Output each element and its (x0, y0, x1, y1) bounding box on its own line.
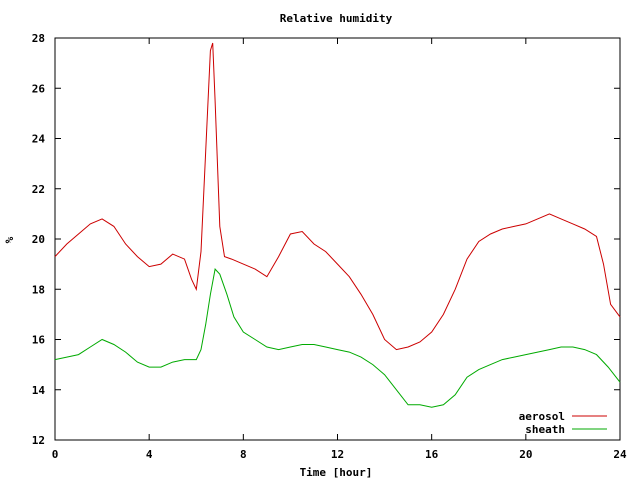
x-tick-label: 20 (519, 448, 532, 461)
y-tick-label: 14 (32, 384, 46, 397)
axes: 12 14 16 18 20 22 24 26 28 0 4 8 12 16 20 24 (32, 32, 627, 461)
chart-title: Relative humidity (280, 12, 393, 25)
y-axis-label: % (3, 236, 16, 243)
y-tick-label: 28 (32, 32, 45, 45)
y-tick-label: 18 (32, 283, 45, 296)
series-layer (54, 42, 621, 408)
y-tick-label: 20 (32, 233, 45, 246)
x-tick-label: 12 (331, 448, 344, 461)
y-tick-label: 26 (32, 82, 46, 95)
x-tick-label: 0 (52, 448, 59, 461)
x-tick-label: 16 (425, 448, 439, 461)
x-tick-label: 8 (240, 448, 247, 461)
y-tick-label: 22 (32, 183, 45, 196)
x-axis-label: Time [hour] (300, 466, 373, 479)
series-line-sheath (54, 268, 621, 408)
legend-label-sheath: sheath (525, 423, 565, 436)
y-tick-label: 16 (32, 334, 46, 347)
plot-frame (54, 37, 621, 441)
legend-label-aerosol: aerosol (519, 410, 565, 423)
x-tick-label: 24 (613, 448, 627, 461)
y-tick-label: 12 (32, 434, 45, 447)
x-tick-label: 4 (146, 448, 153, 461)
y-tick-label: 24 (32, 133, 46, 146)
series-line-aerosol (54, 42, 621, 351)
